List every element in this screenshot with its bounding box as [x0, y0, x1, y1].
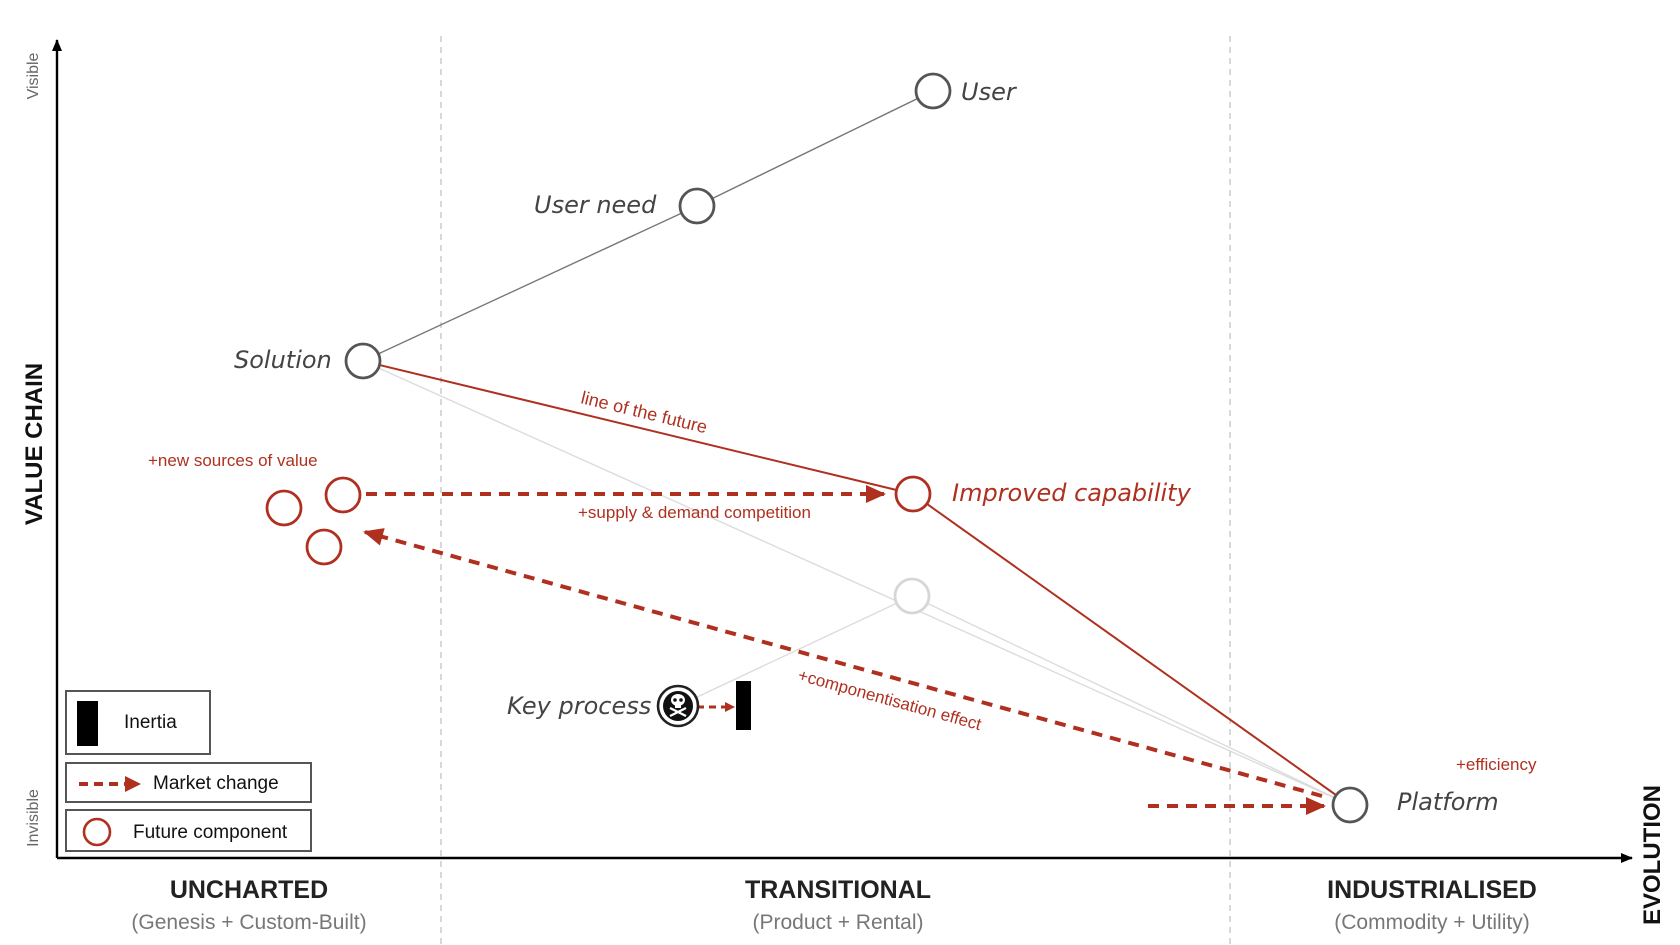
- stage-transitional-sub: (Product + Rental): [753, 911, 924, 934]
- stage-uncharted-title: UNCHARTED: [170, 876, 328, 904]
- legend-market-change: Market change: [65, 762, 312, 803]
- link-solution-platform: [362, 360, 1351, 806]
- label-key-process: Key process: [507, 692, 651, 720]
- x-axis-title: EVOLUTION: [1639, 785, 1666, 925]
- y-axis-title: VALUE CHAIN: [21, 363, 48, 525]
- legend-inertia: Inertia: [65, 690, 211, 755]
- component-platform[interactable]: [1331, 786, 1369, 824]
- annotation-componentisation: +componentisation effect: [796, 666, 984, 735]
- stage-transitional-title: TRANSITIONAL: [745, 876, 931, 904]
- market-change-arrow-componentisation: [363, 528, 1323, 798]
- future-component-2[interactable]: [265, 489, 303, 527]
- link-user-userneed: [696, 90, 934, 207]
- link-capability-platform: [912, 493, 1351, 806]
- label-solution: Solution: [234, 346, 332, 374]
- label-platform: Platform: [1397, 788, 1499, 816]
- link-keyprocess-hidden: [677, 595, 913, 707]
- label-user: User: [961, 78, 1018, 106]
- component-user[interactable]: [914, 72, 952, 110]
- y-axis-bottom-label: Invisible: [25, 789, 42, 847]
- label-user-need: User need: [534, 191, 657, 219]
- annotation-supply-demand: +supply & demand competition: [578, 503, 811, 522]
- legend-future-component-label: Future component: [133, 822, 288, 843]
- line-of-future: [362, 360, 914, 495]
- skull-icon[interactable]: [656, 684, 700, 728]
- annotation-efficiency: +efficiency: [1456, 755, 1537, 774]
- legend-inertia-label: Inertia: [124, 712, 177, 733]
- link-userneed-solution: [362, 205, 698, 362]
- component-solution[interactable]: [344, 342, 382, 380]
- future-component-3[interactable]: [305, 528, 343, 566]
- stage-industrialised-title: INDUSTRIALISED: [1327, 876, 1537, 904]
- y-axis-top-label: Visible: [25, 52, 42, 99]
- link-hidden-platform: [911, 595, 1351, 806]
- dashed-arrow-icon: [79, 776, 141, 792]
- legend-inertia-icon: [77, 701, 98, 746]
- component-hidden[interactable]: [893, 577, 931, 615]
- label-improved-capability: Improved capability: [952, 479, 1192, 507]
- inertia-bar: [736, 681, 751, 730]
- future-component-1[interactable]: [324, 476, 362, 514]
- component-user-need[interactable]: [678, 187, 716, 225]
- legend-future-component: Future component: [65, 809, 312, 852]
- stage-industrialised-sub: (Commodity + Utility): [1334, 911, 1529, 934]
- component-improved-capability[interactable]: [894, 475, 932, 513]
- legend-market-change-label: Market change: [153, 773, 279, 794]
- stage-uncharted-sub: (Genesis + Custom-Built): [131, 911, 366, 934]
- future-circle-icon: [82, 817, 112, 847]
- annotation-new-sources: +new sources of value: [148, 451, 318, 470]
